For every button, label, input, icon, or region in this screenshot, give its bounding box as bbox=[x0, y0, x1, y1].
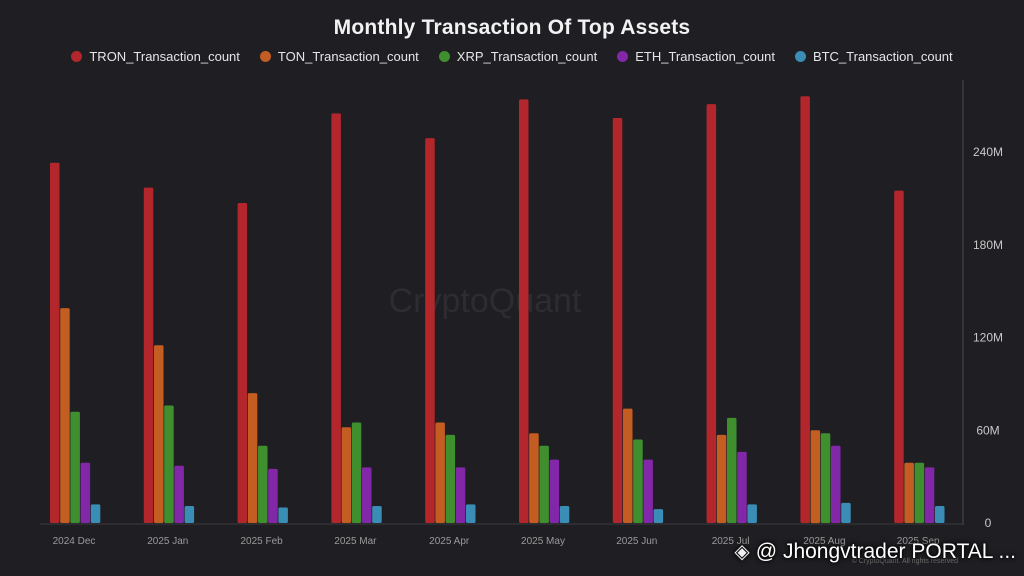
bar-eth[interactable] bbox=[268, 468, 278, 523]
bar-ton[interactable] bbox=[716, 434, 727, 523]
bar-xrp[interactable] bbox=[914, 462, 925, 523]
x-tick-label: 2025 May bbox=[521, 536, 565, 547]
bar-ton[interactable] bbox=[247, 393, 258, 523]
bar-btc[interactable] bbox=[184, 506, 195, 523]
y-tick-label: 60M bbox=[976, 423, 999, 437]
bar-tron[interactable] bbox=[894, 190, 904, 523]
bar-btc[interactable] bbox=[653, 509, 664, 523]
legend-item[interactable]: ETH_Transaction_count bbox=[617, 49, 775, 64]
legend-swatch bbox=[794, 51, 806, 62]
bar-tron[interactable] bbox=[425, 138, 435, 523]
legend-label: TRON_Transaction_count bbox=[89, 49, 240, 64]
bar-tron[interactable] bbox=[331, 113, 341, 524]
x-tick-label: 2025 Sep bbox=[897, 536, 940, 547]
legend-label: ETH_Transaction_count bbox=[635, 49, 775, 64]
bar-eth[interactable] bbox=[549, 459, 560, 523]
bar-xrp[interactable] bbox=[258, 445, 268, 523]
bar-ton[interactable] bbox=[154, 345, 164, 523]
bar-eth[interactable] bbox=[455, 467, 466, 523]
legend-item[interactable]: TON_Transaction_count bbox=[259, 49, 419, 64]
x-tick-label: 2025 Feb bbox=[240, 536, 283, 547]
bar-eth[interactable] bbox=[831, 445, 841, 523]
promo-overlay: ◈ @ Jhongvtrader PORTAL ... bbox=[734, 539, 1016, 564]
bar-btc[interactable] bbox=[935, 506, 945, 523]
y-tick-label: 0 bbox=[985, 516, 992, 530]
legend-item[interactable]: BTC_Transaction_count bbox=[794, 49, 953, 64]
bar-eth[interactable] bbox=[643, 459, 653, 523]
bar-ton[interactable] bbox=[529, 433, 539, 523]
bar-ton[interactable] bbox=[623, 408, 633, 523]
bar-ton[interactable] bbox=[435, 422, 445, 524]
bar-ton[interactable] bbox=[904, 462, 914, 523]
bar-tron[interactable] bbox=[519, 99, 529, 524]
bar-btc[interactable] bbox=[466, 504, 476, 523]
bar-tron[interactable] bbox=[706, 104, 717, 523]
legend-item[interactable]: XRP_Transaction_count bbox=[438, 49, 598, 64]
bar-xrp[interactable] bbox=[70, 411, 80, 523]
bar-tron[interactable] bbox=[612, 118, 623, 523]
bar-btc[interactable] bbox=[559, 506, 570, 523]
y-tick-label: 180M bbox=[973, 238, 1003, 252]
x-tick-label: 2025 Jan bbox=[147, 536, 188, 547]
legend-swatch bbox=[438, 51, 450, 62]
x-tick-label: 2025 Jun bbox=[616, 536, 657, 547]
legend-item[interactable]: TRON_Transaction_count bbox=[71, 49, 240, 64]
bar-ton[interactable] bbox=[341, 427, 352, 523]
bar-tron[interactable] bbox=[237, 203, 248, 523]
x-tick-label: 2024 Dec bbox=[53, 536, 96, 547]
bar-btc[interactable] bbox=[372, 506, 382, 523]
bar-btc[interactable] bbox=[747, 504, 757, 523]
watermark: CryptoQuant bbox=[389, 282, 582, 320]
bar-xrp[interactable] bbox=[445, 434, 456, 523]
legend-label: BTC_Transaction_count bbox=[812, 49, 953, 64]
bar-btc[interactable] bbox=[841, 502, 851, 523]
x-tick-label: 2025 Jul bbox=[712, 536, 750, 547]
bar-eth[interactable] bbox=[924, 467, 935, 523]
bar-xrp[interactable] bbox=[164, 405, 174, 524]
bar-eth[interactable] bbox=[362, 467, 372, 523]
bar-xrp[interactable] bbox=[539, 445, 549, 523]
bar-xrp[interactable] bbox=[633, 439, 643, 524]
bar-btc[interactable] bbox=[90, 504, 101, 523]
chart-title: Monthly Transaction Of Top Assets bbox=[333, 16, 691, 39]
bar-tron[interactable] bbox=[800, 96, 810, 524]
bar-xrp[interactable] bbox=[727, 417, 737, 523]
bar-ton[interactable] bbox=[60, 308, 70, 523]
bar-ton[interactable] bbox=[810, 430, 821, 524]
legend-swatch bbox=[71, 51, 83, 62]
legend-swatch bbox=[617, 51, 629, 62]
bar-tron[interactable] bbox=[143, 187, 154, 523]
legend-swatch bbox=[259, 51, 271, 62]
bar-eth[interactable] bbox=[174, 465, 184, 523]
x-tick-label: 2025 Aug bbox=[803, 536, 845, 547]
y-tick-label: 120M bbox=[973, 331, 1003, 345]
promo-text: @ Jhongvtrader PORTAL ... bbox=[755, 539, 1016, 563]
bar-xrp[interactable] bbox=[351, 422, 362, 524]
bar-tron[interactable] bbox=[50, 162, 60, 524]
legend-label: TON_Transaction_count bbox=[277, 49, 419, 64]
copyright-text: © CryptoQuant. All rights reserved bbox=[852, 557, 958, 565]
legend: TRON_Transaction_count TON_Transaction_co… bbox=[0, 49, 1024, 64]
legend-label: XRP_Transaction_count bbox=[456, 49, 598, 64]
bar-xrp[interactable] bbox=[820, 433, 831, 523]
bar-btc[interactable] bbox=[278, 507, 288, 524]
bar-eth[interactable] bbox=[737, 451, 747, 523]
binance-square-icon: ◈ bbox=[734, 541, 750, 563]
x-tick-label: 2025 Mar bbox=[334, 536, 377, 547]
bar-eth[interactable] bbox=[80, 462, 91, 523]
x-tick-label: 2025 Apr bbox=[429, 536, 470, 547]
y-tick-label: 240M bbox=[973, 145, 1003, 159]
